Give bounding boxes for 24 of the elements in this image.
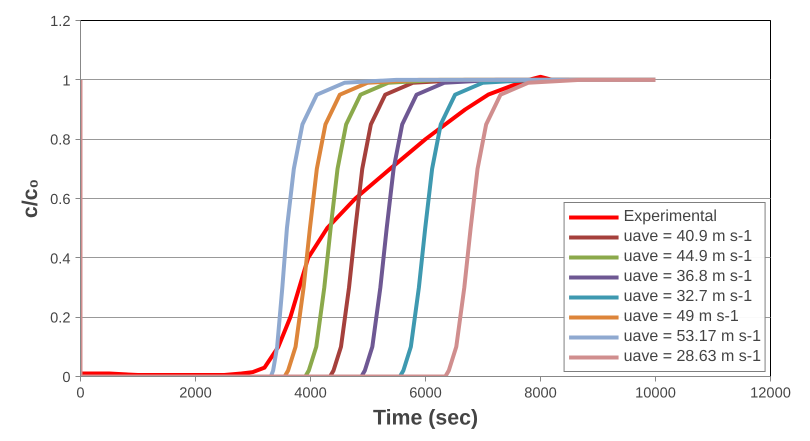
x-tick-label: 4000 — [294, 386, 327, 402]
y-tick-label: 0.6 — [50, 192, 70, 208]
x-tick-label: 8000 — [524, 386, 557, 402]
legend-label: Experimental — [624, 208, 717, 226]
y-tick-label: 0.8 — [50, 132, 70, 149]
x-tick-label: 2000 — [179, 386, 212, 402]
y-tick-label: 1 — [62, 73, 71, 90]
y-tick-label: 1.2 — [50, 14, 70, 30]
legend-label: uave = 53.17 m s-1 — [624, 328, 761, 346]
legend-label: uave = 36.8 m s-1 — [624, 268, 752, 286]
legend-label: uave = 40.9 m s-1 — [624, 228, 752, 246]
x-tick-label: 10000 — [635, 386, 676, 402]
x-tick-label: 0 — [76, 386, 85, 402]
y-tick-label: 0 — [62, 370, 71, 386]
y-tick-label: 0.4 — [50, 251, 70, 268]
y-tick-label: 0.2 — [50, 310, 70, 327]
legend-label: uave = 28.63 m s-1 — [624, 348, 761, 366]
legend-label: uave = 32.7 m s-1 — [624, 288, 752, 306]
legend-label: uave = 49 m s-1 — [624, 308, 739, 326]
legend-label: uave = 44.9 m s-1 — [624, 248, 752, 266]
x-axis-title: Time (sec) — [372, 406, 478, 430]
y-axis-title: c/c₀ — [18, 178, 42, 218]
x-tick-label: 6000 — [409, 386, 442, 402]
x-tick-label: 12000 — [750, 386, 791, 402]
